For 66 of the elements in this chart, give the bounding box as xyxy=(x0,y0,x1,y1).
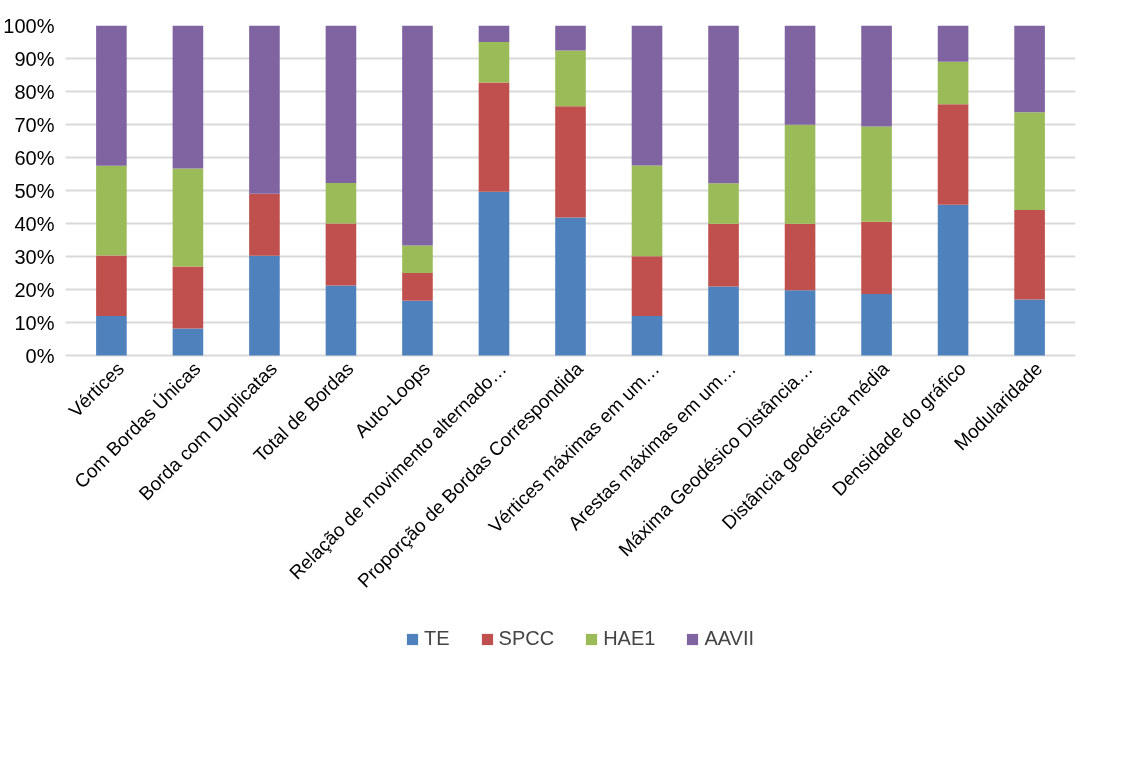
y-tick-label: 20% xyxy=(14,278,55,301)
bar xyxy=(478,82,510,192)
bar xyxy=(1014,112,1045,210)
bar xyxy=(325,182,357,224)
bar xyxy=(861,294,892,356)
bar xyxy=(249,255,280,356)
y-tick-label: 10% xyxy=(14,311,55,334)
bar xyxy=(325,25,357,183)
y-tick-label: 30% xyxy=(14,245,55,268)
bar xyxy=(708,183,739,224)
bar xyxy=(631,165,663,257)
y-tick-label: 100% xyxy=(3,14,55,37)
bar xyxy=(172,25,204,169)
bar xyxy=(402,245,433,273)
bar xyxy=(325,285,357,356)
bar xyxy=(784,124,816,224)
bar xyxy=(708,286,739,356)
bar xyxy=(402,300,433,356)
bar xyxy=(631,25,663,166)
bar xyxy=(937,25,969,62)
bar xyxy=(249,25,280,194)
bar xyxy=(402,25,433,246)
bar xyxy=(631,256,663,316)
bar xyxy=(861,221,892,295)
bar xyxy=(96,165,127,256)
y-tick-label: 40% xyxy=(14,212,55,235)
bar xyxy=(555,25,586,51)
y-tick-label: 90% xyxy=(14,47,55,70)
y-tick-label: 50% xyxy=(14,179,55,202)
bar xyxy=(555,217,586,356)
bar xyxy=(784,25,816,125)
bar xyxy=(861,25,892,127)
legend-label: HAE1 xyxy=(603,627,656,650)
bar xyxy=(1014,25,1045,113)
bar xyxy=(172,168,204,267)
bar xyxy=(555,50,586,107)
bar xyxy=(478,25,510,42)
bar xyxy=(784,223,816,291)
bar xyxy=(784,290,816,356)
bar xyxy=(631,315,663,356)
bar xyxy=(1014,209,1045,300)
bar xyxy=(478,42,510,83)
bar xyxy=(172,328,204,356)
bar xyxy=(937,204,969,356)
bar xyxy=(478,191,510,356)
legend-label: AAVII xyxy=(704,627,755,650)
y-tick-label: 70% xyxy=(14,113,55,136)
bar xyxy=(937,104,969,205)
legend-label: TE xyxy=(424,627,450,650)
bar xyxy=(708,25,739,184)
bar xyxy=(96,25,127,166)
bar xyxy=(708,223,739,287)
y-tick-label: 60% xyxy=(14,146,55,169)
bar xyxy=(96,315,127,356)
y-tick-label: 80% xyxy=(14,80,55,103)
bar xyxy=(937,61,969,105)
bar xyxy=(402,273,433,301)
legend-label: SPCC xyxy=(498,627,555,650)
bar xyxy=(249,193,280,256)
bar xyxy=(1014,299,1045,356)
bar xyxy=(96,255,127,316)
bar xyxy=(861,126,892,222)
bar xyxy=(325,223,357,286)
y-tick-label: 0% xyxy=(25,344,55,367)
bar xyxy=(555,106,586,218)
bar xyxy=(172,266,204,329)
